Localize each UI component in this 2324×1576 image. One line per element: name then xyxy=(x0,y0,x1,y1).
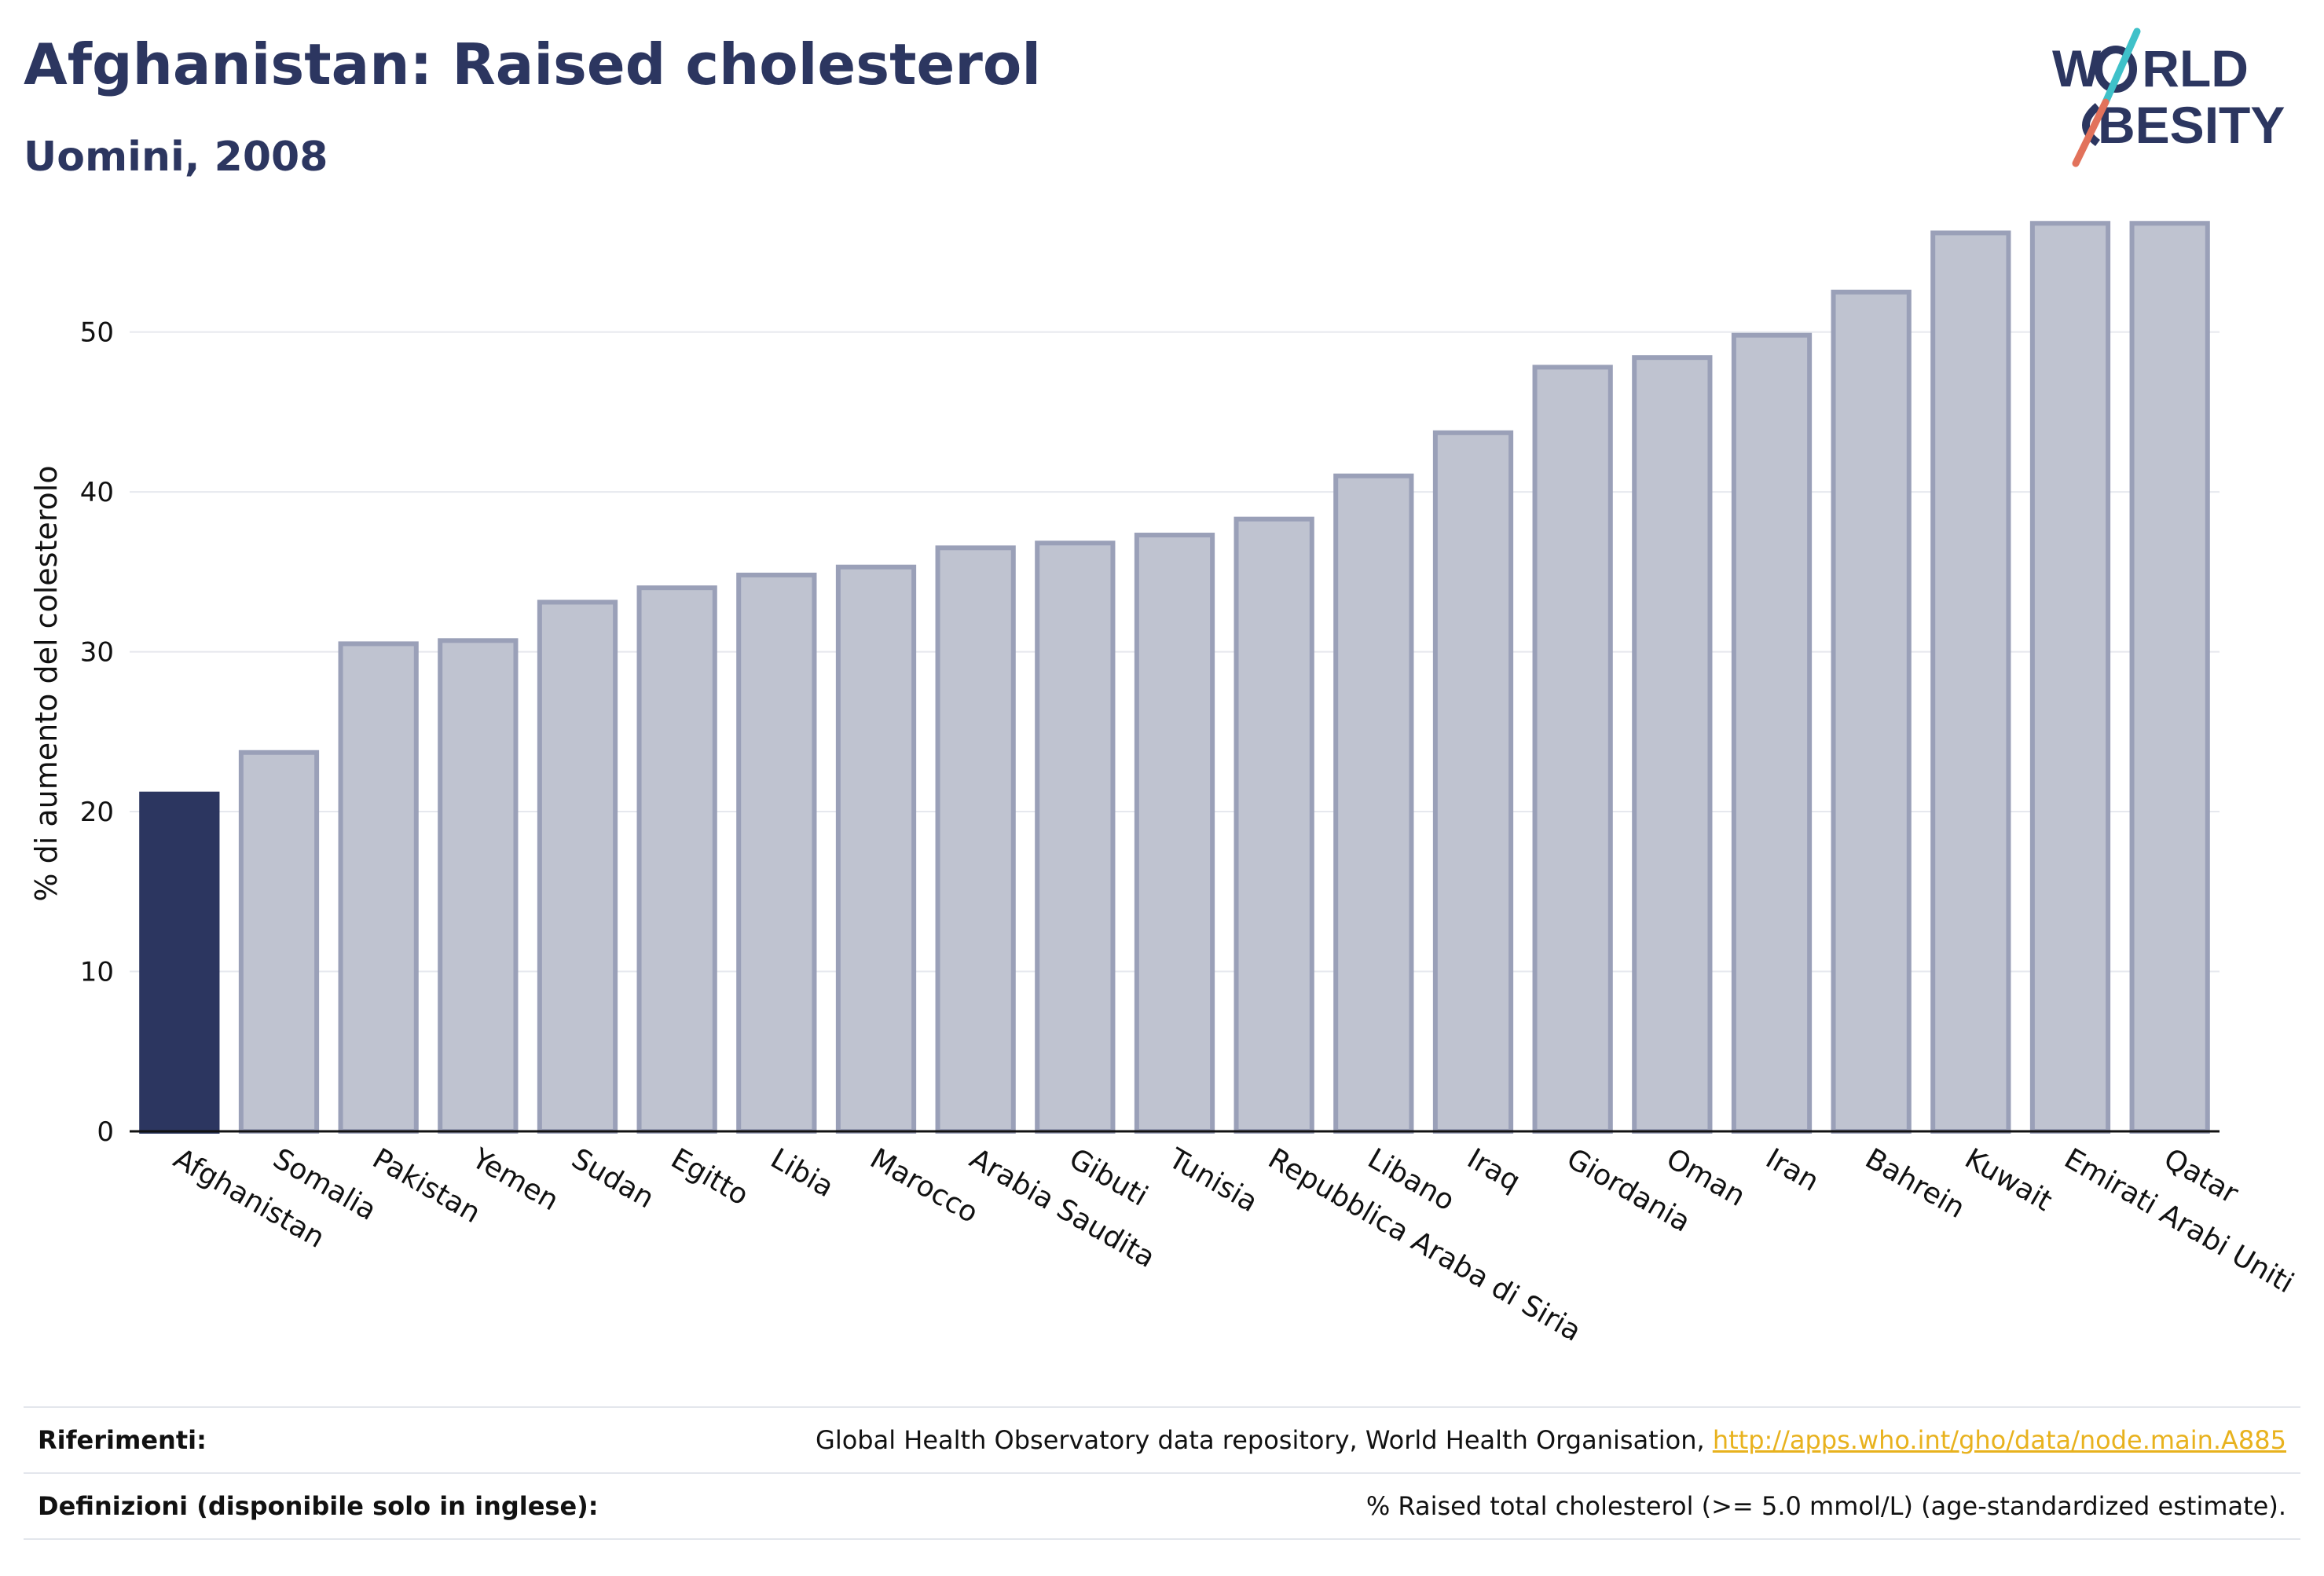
x-tick-label: Sudan xyxy=(566,1142,660,1215)
x-tick-label: Libia xyxy=(765,1142,839,1204)
y-tick-label: 20 xyxy=(80,797,114,828)
logo-o-top xyxy=(2095,46,2137,93)
y-tick-label: 0 xyxy=(97,1116,114,1148)
footer-definitions-label: Definizioni (disponibile solo in inglese… xyxy=(38,1491,599,1521)
footer-references-text: Global Health Observatory data repositor… xyxy=(816,1425,1713,1455)
footer-references-value: Global Health Observatory data repositor… xyxy=(816,1425,2286,1455)
bar xyxy=(1831,289,1912,1134)
footer-definitions-value: % Raised total cholesterol (>= 5.0 mmol/… xyxy=(1365,1491,2286,1521)
bar xyxy=(2029,221,2111,1134)
x-tick-label: Iran xyxy=(1761,1142,1824,1198)
bar xyxy=(1731,332,1813,1134)
footer-definitions-row: Definizioni (disponibile solo in inglese… xyxy=(24,1472,2300,1538)
x-tick-label: Marocco xyxy=(865,1142,984,1230)
y-tick-label: 50 xyxy=(80,317,114,349)
bar xyxy=(1134,533,1215,1134)
x-tick-label: Tunisia xyxy=(1163,1142,1263,1219)
bar xyxy=(935,545,1016,1134)
bar xyxy=(238,750,320,1134)
logo-o-bottom xyxy=(2082,103,2101,147)
bar xyxy=(1532,365,1613,1134)
x-tick-label: Bahrein xyxy=(1860,1142,1970,1225)
footer-references-label: Riferimenti: xyxy=(38,1425,207,1455)
bar xyxy=(736,572,817,1134)
footer-references-row: Riferimenti: Global Health Observatory d… xyxy=(24,1406,2300,1472)
y-tick-label: 10 xyxy=(80,957,114,988)
logo-line1: W RLD xyxy=(2052,39,2249,97)
x-tick-label: Egitto xyxy=(665,1142,753,1211)
y-tick-label: 30 xyxy=(80,637,114,669)
bar xyxy=(2129,221,2210,1134)
x-tick-label: Pakistan xyxy=(367,1142,486,1230)
bar xyxy=(1333,473,1414,1134)
bar xyxy=(1233,516,1314,1134)
bar xyxy=(1632,355,1713,1134)
logo-slash-top xyxy=(2102,27,2141,106)
bar xyxy=(139,791,220,1134)
page-subtitle: Uomini, 2008 xyxy=(24,134,328,181)
bar xyxy=(537,599,618,1134)
bar xyxy=(1930,230,2011,1134)
bar xyxy=(636,585,717,1134)
y-tick-label: 40 xyxy=(80,477,114,508)
footer-divider xyxy=(24,1538,2300,1540)
bar xyxy=(338,641,419,1134)
y-axis-label: % di aumento del colesterolo xyxy=(29,465,64,901)
bar xyxy=(1035,541,1116,1134)
page-title: Afghanistan: Raised cholesterol xyxy=(24,31,1042,97)
logo-line2: BESITY xyxy=(2098,96,2285,154)
world-obesity-logo: W RLD BESITY xyxy=(2052,27,2285,167)
x-tick-label: Iraq xyxy=(1462,1142,1526,1198)
bar xyxy=(438,638,519,1134)
footer-references-link[interactable]: http://apps.who.int/gho/data/node.main.A… xyxy=(1712,1425,2286,1455)
x-tick-label: Kuwait xyxy=(1959,1142,2058,1218)
bar xyxy=(1432,430,1514,1134)
bar xyxy=(835,564,917,1134)
logo-slash-bottom xyxy=(2072,98,2110,167)
